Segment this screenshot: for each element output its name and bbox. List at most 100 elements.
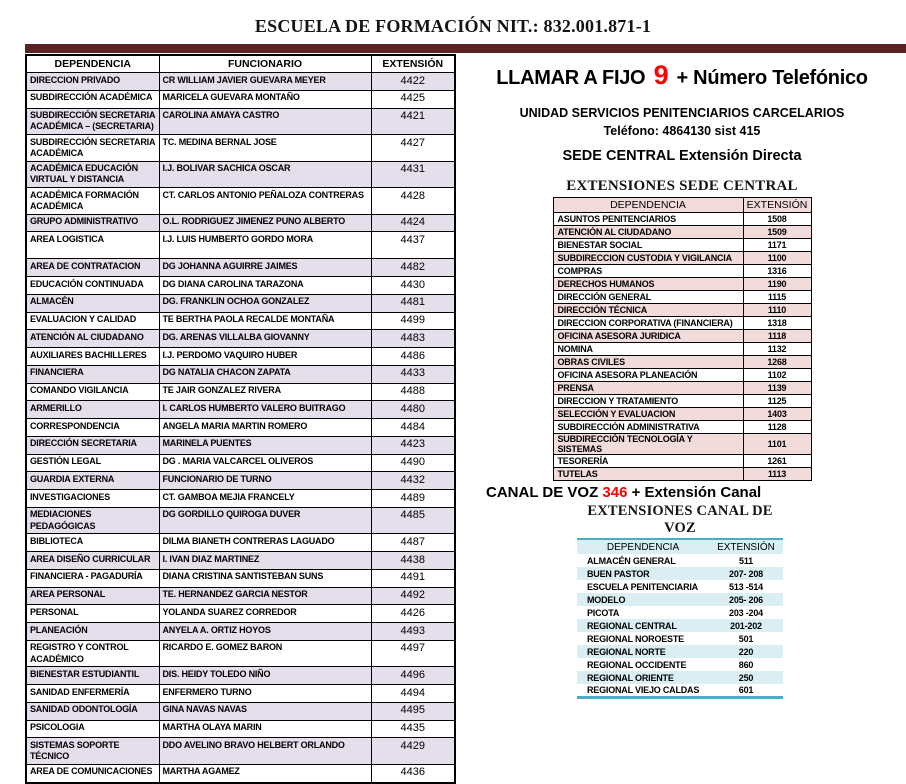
sede-extension-cell: 1509 (742, 225, 812, 239)
staff-table-row: AREA DE COMUNICACIONES MARTHA AGAMEZ 4436 (25, 763, 456, 784)
sede-table-row: SUBDIRECCION CUSTODIA Y VIGILANCIA 1100 (552, 251, 812, 265)
staff-header-row: DEPENDENCIA FUNCIONARIO EXTENSIÓN (25, 54, 456, 73)
sede-table-row: COMPRAS 1316 (552, 264, 812, 278)
staff-extension-cell: 4427 (370, 134, 456, 162)
canal-dependencia-cell: REGIONAL ORIENTE (587, 672, 674, 683)
sede-dependencia-cell: OBRAS CIVILES (552, 355, 744, 369)
sede-extension-cell: 1318 (742, 316, 812, 330)
canal-de-voz-table: DEPENDENCIA EXTENSIÓN ALMACÉN GENERAL 511… (577, 538, 783, 699)
canal-extension-cell: 201-202 (730, 620, 762, 631)
staff-extension-cell: 4421 (370, 107, 456, 135)
staff-funcionario-cell: CT. CARLOS ANTONIO PEÑALOZA CONTRERAS (158, 187, 372, 215)
canal-dependencia-cell: REGIONAL VIEJO CALDAS (587, 684, 700, 695)
staff-table-row: PSICOLOGIA MARTHA OLAYA MARIN 4435 (25, 719, 456, 739)
staff-table-row: SANIDAD ENFERMERÍA ENFERMERO TURNO 4494 (25, 684, 456, 703)
canal-dependencia-cell: REGIONAL OCCIDENTE (587, 659, 687, 670)
staff-funcionario-cell: DILMA BIANETH CONTRERAS LAGUADO (158, 533, 372, 552)
staff-dependencia-cell: INVESTIGACIONES (25, 489, 160, 508)
llamar-suffix: + Número Telefónico (671, 67, 869, 89)
canal-extension-cell: 860 (738, 659, 754, 670)
canal-table-title: EXTENSIONES CANAL DE VOZ (587, 503, 773, 536)
staff-extension-cell: 4483 (370, 329, 456, 348)
staff-extension-cell: 4436 (370, 763, 456, 784)
staff-dependencia-cell: MEDIACIONES PEDAGÓGICAS (25, 506, 160, 535)
staff-extension-cell: 4428 (370, 187, 456, 215)
canal-extension-cell: 207- 208 (729, 568, 763, 579)
staff-table-row: ALMACÉN DG. FRANKLIN OCHOA GONZALEZ 4481 (25, 293, 456, 313)
staff-funcionario-cell: TE JAIR GONZALEZ RIVERA (158, 382, 372, 402)
canal-dependencia-cell: REGIONAL NORTE (587, 646, 666, 657)
staff-extension-cell: 4496 (370, 666, 456, 685)
staff-table-row: SANIDAD ODONTOLOGÍA GINA NAVAS NAVAS 4495 (25, 701, 456, 721)
canal-table-row: REGIONAL NOROESTE 501 (577, 632, 783, 645)
staff-funcionario-cell: I.J. BOLIVAR SACHICA OSCAR (158, 160, 372, 188)
sede-table-row: DIRECCIÓN TÉCNICA 1110 (552, 303, 812, 317)
sede-extension-cell: 1139 (742, 381, 812, 395)
staff-dependencia-cell: EVALUACION Y CALIDAD (25, 311, 160, 331)
staff-dependencia-cell: SANIDAD ENFERMERÍA (25, 684, 160, 703)
staff-table-row: INVESTIGACIONES CT. GAMBOA MEJIA FRANCELY… (25, 489, 456, 508)
canal-dependencia-cell: REGIONAL CENTRAL (587, 620, 677, 631)
canal-table-row: ALMACÉN GENERAL 511 (577, 554, 783, 567)
staff-extension-cell: 4490 (370, 453, 456, 473)
sede-extension-cell: 1171 (742, 238, 812, 252)
staff-extension-cell: 4425 (370, 89, 456, 109)
staff-funcionario-cell: TE. HERNANDEZ GARCIA NESTOR (158, 586, 372, 606)
staff-funcionario-cell: DG . MARIA VALCARCEL OLIVEROS (158, 453, 372, 473)
sede-table-row: OFICINA ASESORA JURIDICA 1118 (552, 329, 812, 343)
staff-table-row: DIRECCIÓN SECRETARIA MARINELA PUENTES 4423 (25, 435, 456, 455)
staff-table-row: ACADÉMICA EDUCACIÓN VIRTUAL Y DISTANCIA I… (25, 160, 456, 188)
staff-funcionario-cell: ENFERMERO TURNO (158, 684, 372, 703)
staff-dependencia-cell: GRUPO ADMINISTRATIVO (25, 213, 160, 233)
staff-funcionario-cell: MARICELA GUEVARA MONTAÑO (158, 89, 372, 109)
staff-table-row: DIRECCION PRIVADO CR WILLIAM JAVIER GUEVA… (25, 72, 456, 91)
staff-funcionario-cell: I.J. LUIS HUMBERTO GORDO MORA (158, 231, 372, 260)
staff-extension-cell: 4430 (370, 276, 456, 295)
sede-extension-cell: 1100 (742, 251, 812, 265)
staff-extension-cell: 4426 (370, 604, 456, 623)
sede-table-row: SUBDIRECCIÓN TECNOLOGÍA Y SISTEMAS 1101 (552, 433, 812, 455)
sede-extension-cell: 1508 (742, 212, 812, 226)
staff-funcionario-cell: I.J. PERDOMO VAQUIRO HUBER (158, 347, 372, 366)
canal-dependencia-cell: MODELO (587, 594, 626, 605)
staff-table-row: BIBLIOTECA DILMA BIANETH CONTRERAS LAGUAD… (25, 533, 456, 552)
staff-extension-cell: 4484 (370, 418, 456, 437)
staff-table-row: SUBDIRECCIÓN SECRETARIA ACADÉMICA – (SEC… (25, 107, 456, 135)
staff-dependencia-cell: PLANEACIÓN (25, 622, 160, 641)
staff-table-row: GRUPO ADMINISTRATIVO O.L. RODRIGUEZ JIMEN… (25, 213, 456, 233)
staff-funcionario-cell: DG JOHANNA AGUIRRE JAIMES (158, 258, 372, 277)
staff-funcionario-cell: TE BERTHA PAOLA RECALDE MONTAÑA (158, 311, 372, 331)
sede-dependencia-cell: ASUNTOS PENITENCIARIOS (552, 212, 744, 226)
sede-table-row: NOMINA 1132 (552, 342, 812, 356)
staff-funcionario-cell: YOLANDA SUAREZ CORREDOR (158, 604, 372, 623)
staff-funcionario-cell: I. CARLOS HUMBERTO VALERO BUITRAGO (158, 400, 372, 419)
sede-dependencia-cell: PRENSA (552, 381, 744, 395)
staff-dependencia-cell: EDUCACIÓN CONTINUADA (25, 276, 160, 295)
staff-extension-cell: 4482 (370, 258, 456, 277)
title-divider-bar (25, 44, 906, 53)
canal-dependencia-cell: ESCUELA PENITENCIARIA (587, 581, 698, 592)
staff-funcionario-cell: RICARDO E. GOMEZ BARON (158, 639, 372, 668)
staff-dependencia-cell: GESTIÓN LEGAL (25, 453, 160, 473)
sede-dependencia-cell: OFICINA ASESORA PLANEACIÓN (552, 368, 744, 382)
canal-table-row: REGIONAL NORTE 220 (577, 645, 783, 658)
sede-central-table: DEPENDENCIA EXTENSIÓN ASUNTOS PENITENCIA… (552, 197, 812, 481)
staff-extension-cell: 4481 (370, 293, 456, 313)
sede-dependencia-cell: DIRECCION CORPORATIVA (FINANCIERA) (552, 316, 744, 330)
staff-table-row: PERSONAL YOLANDA SUAREZ CORREDOR 4426 (25, 604, 456, 623)
staff-table-row: GUARDIA EXTERNA FUNCIONARIO DE TURNO 4432 (25, 471, 456, 490)
canal-table-row: REGIONAL CENTRAL 201-202 (577, 619, 783, 632)
sede-dependencia-cell: COMPRAS (552, 264, 744, 278)
staff-extension-cell: 4489 (370, 489, 456, 508)
canal-table-row: MODELO 205- 206 (577, 593, 783, 606)
staff-table-row: GESTIÓN LEGAL DG . MARIA VALCARCEL OLIVER… (25, 453, 456, 473)
staff-table-row: FINANCIERA - PAGADURÍA DIANA CRISTINA SAN… (25, 568, 456, 588)
sede-dependencia-cell: OFICINA ASESORA JURIDICA (552, 329, 744, 343)
sede-table-row: TUTELAS 1113 (552, 467, 812, 481)
staff-funcionario-cell: MARTHA AGAMEZ (158, 763, 372, 784)
staff-table-row: ARMERILLO I. CARLOS HUMBERTO VALERO BUITR… (25, 400, 456, 419)
staff-table-row: EVALUACION Y CALIDAD TE BERTHA PAOLA RECA… (25, 311, 456, 331)
sede-dependencia-cell: DIRECCIÓN TÉCNICA (552, 303, 744, 317)
staff-dependencia-cell: SANIDAD ODONTOLOGÍA (25, 701, 160, 721)
staff-table-body: DIRECCION PRIVADO CR WILLIAM JAVIER GUEVA… (25, 72, 456, 784)
